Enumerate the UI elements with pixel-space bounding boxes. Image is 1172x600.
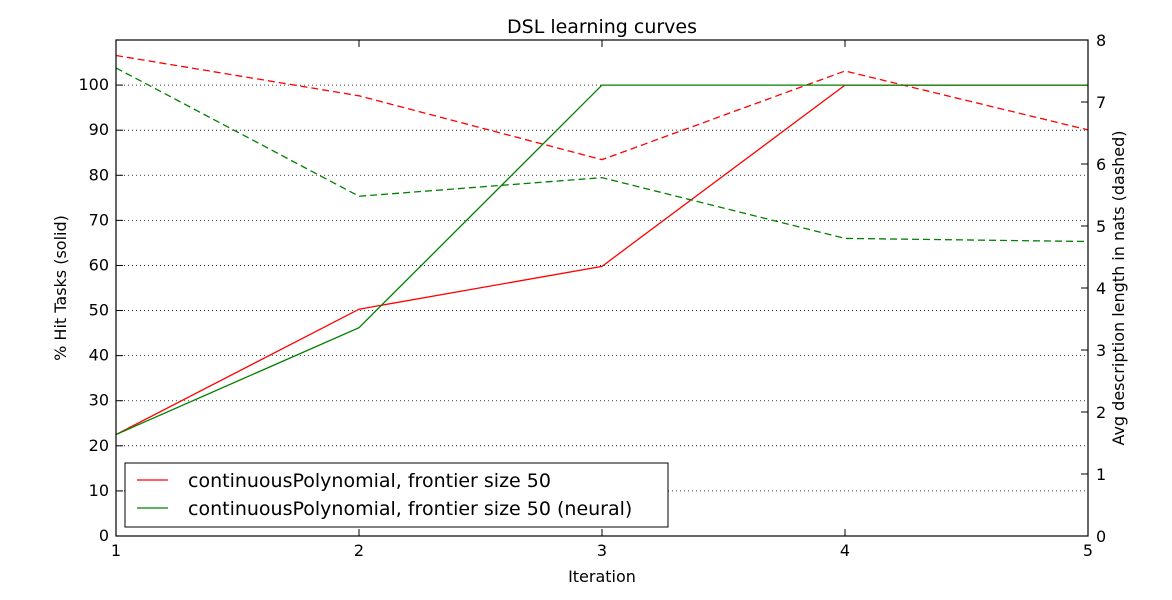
y-tick-label-80: 80 bbox=[89, 165, 109, 184]
legend-box bbox=[124, 462, 669, 528]
y-right-tick-label-3: 3 bbox=[1096, 341, 1106, 360]
y-tick-label-70: 70 bbox=[89, 210, 109, 229]
x-tick-label-3: 3 bbox=[597, 541, 607, 560]
y-right-tick-label-5: 5 bbox=[1096, 217, 1106, 236]
legend-label-green: continuousPolynomial, frontier size 50 (… bbox=[188, 498, 632, 520]
y-tick-label-100: 100 bbox=[78, 75, 109, 94]
y-tick-label-60: 60 bbox=[89, 255, 109, 274]
y-tick-label-30: 30 bbox=[89, 391, 109, 410]
x-tick-label-2: 2 bbox=[354, 541, 364, 560]
y-tick-label-40: 40 bbox=[89, 346, 109, 365]
y-right-tick-label-7: 7 bbox=[1096, 93, 1106, 112]
series-line-solid-green bbox=[115, 84, 1088, 436]
x-tick-label-4: 4 bbox=[840, 541, 850, 560]
x-axis-title: Iteration bbox=[568, 567, 636, 586]
y-tick-label-0: 0 bbox=[99, 526, 109, 545]
y-tick-label-90: 90 bbox=[89, 120, 109, 139]
chart-title: DSL learning curves bbox=[507, 16, 697, 38]
series-lines bbox=[115, 54, 1089, 436]
legend-label-red: continuousPolynomial, frontier size 50 bbox=[188, 470, 551, 492]
y-right-tick-label-6: 6 bbox=[1096, 155, 1106, 174]
y-axis-title-right: Avg description length in nats (dashed) bbox=[1109, 130, 1128, 445]
series-line-dashed-green bbox=[115, 67, 1089, 243]
y-right-tick-label-4: 4 bbox=[1096, 279, 1106, 298]
y-axis-title-left: % Hit Tasks (solid) bbox=[51, 215, 70, 361]
x-tick-label-1: 1 bbox=[111, 541, 121, 560]
y-tick-label-20: 20 bbox=[89, 436, 109, 455]
y-right-tick-label-1: 1 bbox=[1096, 465, 1106, 484]
y-tick-label-50: 50 bbox=[89, 301, 109, 320]
y-right-tick-label-2: 2 bbox=[1096, 403, 1106, 422]
y-right-tick-label-8: 8 bbox=[1096, 31, 1106, 50]
legend: continuousPolynomial, frontier size 50 c… bbox=[124, 462, 669, 528]
y-tick-label-10: 10 bbox=[89, 481, 109, 500]
y-right-tick-label-0: 0 bbox=[1096, 527, 1106, 546]
x-tick-label-5: 5 bbox=[1083, 541, 1093, 560]
series-line-dashed-red bbox=[115, 54, 1089, 161]
